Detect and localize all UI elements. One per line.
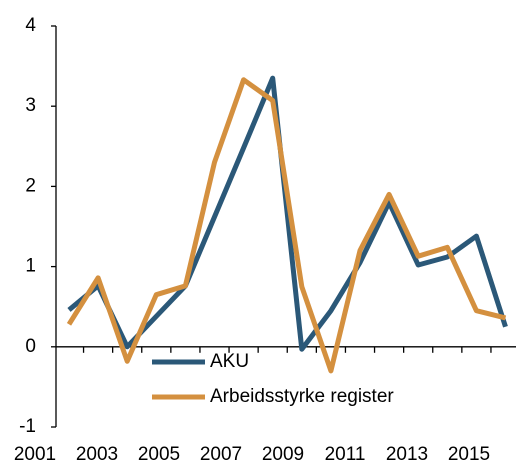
y-tick-label: 2 — [25, 175, 36, 196]
y-tick-label: 4 — [25, 15, 36, 36]
legend-label: Arbeidsstyrke register — [210, 386, 394, 407]
series-line — [67, 75, 508, 352]
x-tick-label: 2003 — [76, 444, 118, 465]
x-tick-label: 2013 — [386, 444, 428, 465]
series-line — [66, 77, 507, 374]
x-tick-label: 2009 — [262, 444, 304, 465]
y-tick-label: 0 — [25, 336, 36, 357]
x-tick-label: 2011 — [325, 444, 366, 465]
y-tick-label: 1 — [25, 256, 36, 277]
x-tick-label: 2005 — [138, 444, 180, 465]
x-tick-label: 2007 — [200, 444, 242, 465]
y-tick-label: 3 — [25, 95, 36, 116]
y-tick-label: -1 — [19, 416, 36, 437]
x-tick-label: 2015 — [448, 444, 490, 465]
legend-label: AKU — [210, 351, 249, 372]
x-tick-label: 2001 — [14, 444, 56, 465]
